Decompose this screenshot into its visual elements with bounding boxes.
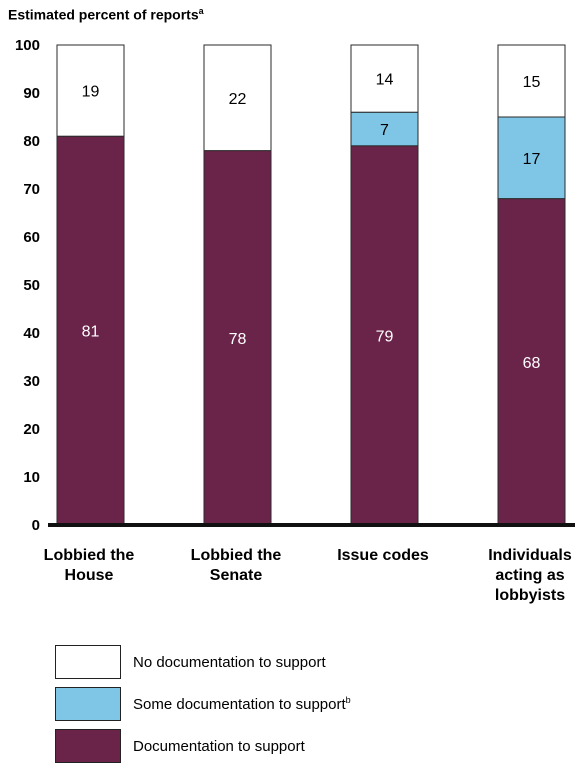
y-axis-title: Estimated percent of reportsa [8, 6, 204, 23]
legend-swatch-documentation [55, 729, 121, 763]
bar-value-label-0-2: 19 [82, 84, 100, 101]
bar-value-label-1-2: 22 [229, 91, 247, 108]
category-label-individuals-lobbyists: Individuals acting as lobbyists [488, 547, 572, 604]
bar-value-label-3-2: 15 [523, 74, 541, 91]
category-label-issue-codes: Issue codes [337, 547, 429, 564]
bar-segment-1-2 [203, 44, 272, 152]
bar-value-label-0-0: 81 [82, 324, 100, 341]
bar-value-label-2-0: 79 [376, 328, 394, 345]
category-label-lobbied-house: Lobbied the House [43, 547, 135, 584]
y-tick-label-80: 80 [23, 133, 40, 150]
legend-item-no-documentation: No documentation to support [55, 644, 351, 680]
bar-segment-3-0 [497, 198, 566, 526]
legend-item-documentation: Documentation to support [55, 728, 351, 764]
bar-segment-2-1 [350, 111, 419, 147]
bar-segment-0-2 [56, 44, 125, 137]
y-tick-label-50: 50 [23, 277, 40, 294]
bar-segment-3-2 [497, 44, 566, 118]
y-tick-label-60: 60 [23, 229, 40, 246]
legend: No documentation to support Some documen… [55, 644, 351, 770]
bar-value-label-3-1: 17 [523, 151, 541, 168]
bar-segment-2-2 [350, 44, 419, 113]
y-tick-label-90: 90 [23, 85, 40, 102]
bar-value-label-2-2: 14 [376, 72, 394, 89]
y-tick-label-20: 20 [23, 421, 40, 438]
bar-value-label-3-0: 68 [523, 355, 541, 372]
y-tick-label-30: 30 [23, 373, 40, 390]
bar-value-label-1-0: 78 [229, 331, 247, 348]
legend-swatch-some-documentation [55, 687, 121, 721]
category-label-lobbied-senate: Lobbied the Senate [190, 547, 282, 584]
legend-item-some-documentation: Some documentation to supportb [55, 686, 351, 722]
bar-segment-3-1 [497, 116, 566, 200]
y-tick-label-10: 10 [23, 469, 40, 486]
bar-value-label-2-1: 7 [380, 122, 389, 139]
legend-label-documentation: Documentation to support [133, 737, 305, 755]
y-tick-label-100: 100 [15, 37, 40, 54]
bar-segment-0-0 [56, 135, 125, 526]
y-tick-label-40: 40 [23, 325, 40, 342]
y-tick-label-0: 0 [32, 517, 40, 534]
y-tick-label-70: 70 [23, 181, 40, 198]
legend-label-no-documentation: No documentation to support [133, 653, 326, 671]
legend-swatch-no-documentation [55, 645, 121, 679]
legend-label-some-documentation: Some documentation to supportb [133, 695, 351, 713]
bar-segment-1-0 [203, 150, 272, 526]
